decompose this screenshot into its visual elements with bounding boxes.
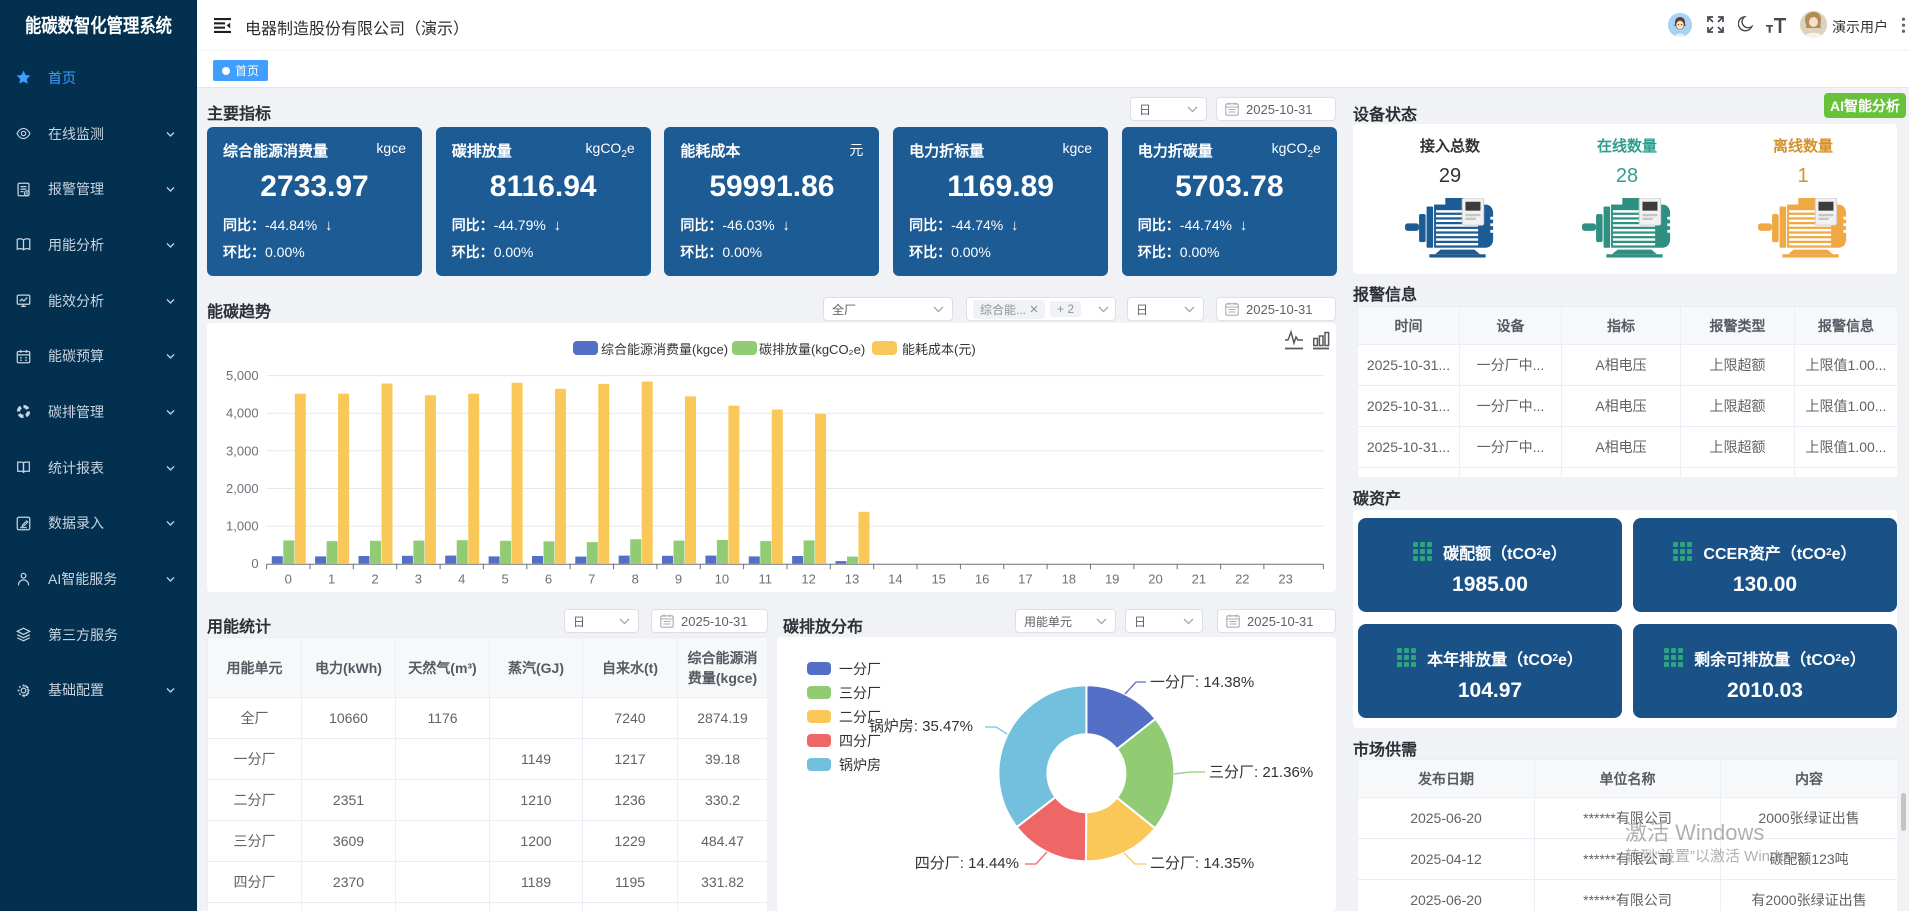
svg-text:17: 17 (1018, 572, 1032, 587)
svg-text:2,000: 2,000 (226, 481, 259, 496)
svg-text:15: 15 (931, 572, 945, 587)
svg-text:锅炉房: 35.47%: 锅炉房: 35.47% (869, 718, 973, 735)
svg-text:2: 2 (371, 572, 378, 587)
svg-text:10: 10 (715, 572, 729, 587)
svg-text:20: 20 (1148, 572, 1162, 587)
svg-text:一分厂: 14.38%: 一分厂: 14.38% (1150, 674, 1254, 691)
svg-text:8: 8 (632, 572, 639, 587)
svg-text:碳排放量(kgCO₂e): 碳排放量(kgCO₂e) (759, 342, 865, 357)
svg-text:一分厂: 一分厂 (839, 661, 881, 677)
svg-text:二分厂: 二分厂 (839, 709, 881, 725)
svg-text:锅炉房: 锅炉房 (839, 757, 881, 773)
svg-text:综合能源消费量(kgce): 综合能源消费量(kgce) (601, 342, 728, 357)
svg-text:5: 5 (501, 572, 508, 587)
svg-text:0: 0 (251, 556, 258, 571)
svg-text:3: 3 (415, 572, 422, 587)
svg-text:4,000: 4,000 (226, 406, 259, 421)
svg-text:1: 1 (328, 572, 335, 587)
svg-text:14: 14 (888, 572, 902, 587)
svg-text:19: 19 (1105, 572, 1119, 587)
svg-text:0: 0 (285, 572, 292, 587)
svg-text:5,000: 5,000 (226, 368, 259, 383)
svg-text:能耗成本(元): 能耗成本(元) (902, 342, 976, 357)
svg-text:21: 21 (1192, 572, 1206, 587)
svg-text:三分厂: 三分厂 (839, 685, 881, 701)
svg-text:四分厂: 四分厂 (839, 733, 881, 749)
svg-text:23: 23 (1278, 572, 1292, 587)
svg-text:四分厂: 14.44%: 四分厂: 14.44% (915, 855, 1019, 872)
svg-text:16: 16 (975, 572, 989, 587)
svg-text:二分厂: 14.35%: 二分厂: 14.35% (1150, 855, 1254, 872)
svg-text:1,000: 1,000 (226, 519, 259, 534)
svg-text:18: 18 (1062, 572, 1076, 587)
svg-text:11: 11 (759, 572, 773, 587)
svg-text:22: 22 (1235, 572, 1249, 587)
svg-text:9: 9 (675, 572, 682, 587)
svg-text:12: 12 (801, 572, 815, 587)
svg-text:6: 6 (545, 572, 552, 587)
svg-text:13: 13 (845, 572, 859, 587)
svg-text:4: 4 (458, 572, 465, 587)
svg-text:三分厂: 21.36%: 三分厂: 21.36% (1209, 764, 1313, 781)
svg-text:3,000: 3,000 (226, 443, 259, 458)
svg-text:7: 7 (588, 572, 595, 587)
